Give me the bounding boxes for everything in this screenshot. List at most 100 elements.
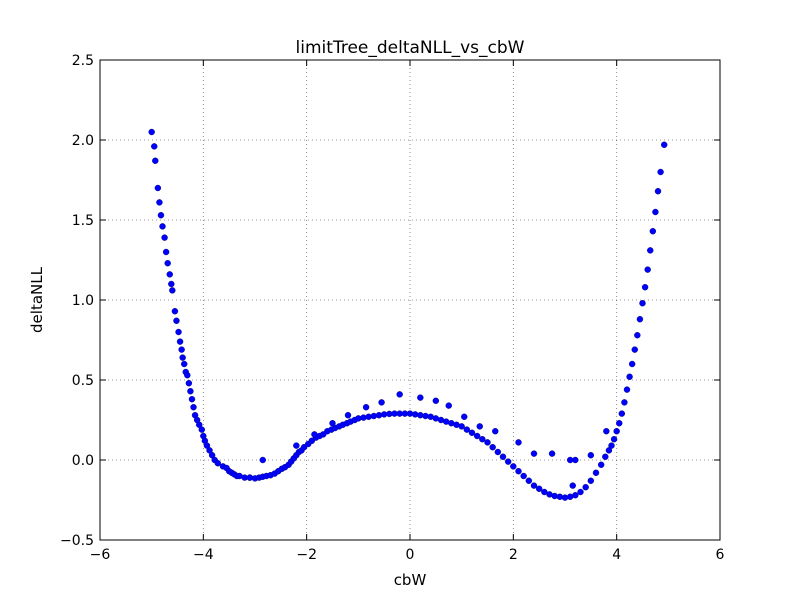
y-tick-label: 0.0 (72, 453, 94, 469)
data-point (156, 199, 163, 206)
data-point (587, 477, 595, 484)
data-point (548, 450, 556, 457)
data-point (647, 247, 654, 254)
data-point (311, 431, 318, 438)
data-point (396, 391, 403, 398)
data-point (572, 492, 579, 499)
y-tick-label: 2.0 (72, 133, 94, 149)
data-point (530, 482, 538, 489)
data-point (151, 143, 158, 150)
data-point (417, 394, 424, 401)
data-point (661, 141, 668, 149)
data-point (639, 300, 646, 307)
data-point (168, 280, 175, 288)
data-point (184, 372, 191, 379)
data-point (378, 399, 385, 406)
data-point (618, 410, 626, 417)
data-point (636, 316, 644, 323)
data-point (631, 346, 638, 353)
x-tick-label: −6 (90, 547, 111, 563)
data-point (504, 458, 512, 465)
data-point (190, 404, 197, 411)
data-point (329, 420, 336, 427)
y-tick-label: −0.5 (60, 533, 94, 549)
data-point (613, 428, 620, 435)
data-point (602, 453, 609, 460)
y-axis-label: deltaNLL (28, 266, 46, 333)
chart-title: limitTree_deltaNLL_vs_cbW (296, 38, 525, 58)
data-point (494, 448, 502, 456)
data-point (530, 450, 538, 457)
data-point (166, 271, 173, 278)
data-point (188, 396, 196, 403)
data-point (293, 442, 300, 449)
data-point (628, 360, 636, 368)
data-point (473, 432, 481, 440)
data-point (214, 460, 222, 467)
data-point (499, 453, 507, 460)
data-point (582, 484, 589, 491)
data-point (492, 428, 499, 435)
data-point (644, 266, 651, 273)
data-point (484, 439, 491, 446)
data-point (520, 472, 527, 480)
data-point (541, 488, 548, 496)
data-point (463, 426, 471, 433)
data-point (479, 436, 486, 443)
x-axis-label: cbW (394, 571, 427, 589)
data-point (587, 452, 595, 459)
data-point (164, 260, 171, 267)
y-tick-label: 0.5 (72, 373, 94, 389)
data-point (476, 423, 483, 430)
data-point (657, 168, 664, 176)
data-point (577, 488, 584, 496)
data-point (572, 456, 579, 464)
gridlines (100, 60, 720, 540)
data-point (616, 420, 623, 427)
data-point (161, 234, 168, 241)
data-point (569, 482, 576, 489)
data-point (187, 388, 194, 395)
y-tick-label: 1.0 (72, 293, 94, 309)
x-tick-label: −4 (193, 547, 214, 563)
data-point (152, 157, 159, 165)
data-point (173, 317, 180, 324)
axis-ticks: −6 −4 −2 0 2 4 6 −0.5 0.0 0.5 1.0 1.5 2.0 2.5 (60, 53, 725, 563)
data-point (198, 426, 205, 433)
data-point (654, 187, 662, 195)
data-points (148, 128, 668, 501)
x-tick-label: 4 (612, 547, 621, 563)
data-point (154, 184, 162, 192)
data-point (634, 332, 641, 339)
data-point (432, 397, 440, 404)
data-point (641, 284, 649, 291)
data-point (181, 360, 188, 368)
data-point (175, 328, 182, 336)
data-point (176, 338, 184, 345)
data-point (362, 404, 370, 411)
data-point (621, 399, 628, 406)
data-point (603, 428, 610, 435)
data-point (592, 469, 600, 476)
data-point (171, 308, 179, 315)
data-point (159, 223, 166, 230)
x-tick-label: 2 (509, 547, 518, 563)
data-point (525, 477, 533, 484)
data-point (610, 436, 618, 443)
data-point (608, 442, 615, 449)
data-point (445, 402, 452, 409)
data-point (623, 386, 631, 393)
data-point (162, 248, 170, 256)
data-point (468, 429, 476, 436)
data-point (179, 354, 186, 361)
data-point (515, 439, 522, 446)
data-point (510, 463, 517, 470)
y-tick-label: 1.5 (72, 213, 94, 229)
x-tick-label: −2 (296, 547, 317, 563)
data-point (157, 211, 165, 219)
x-tick-label: 0 (406, 547, 415, 563)
data-point (489, 444, 496, 451)
data-point (169, 287, 176, 294)
y-tick-label: 2.5 (72, 53, 94, 69)
